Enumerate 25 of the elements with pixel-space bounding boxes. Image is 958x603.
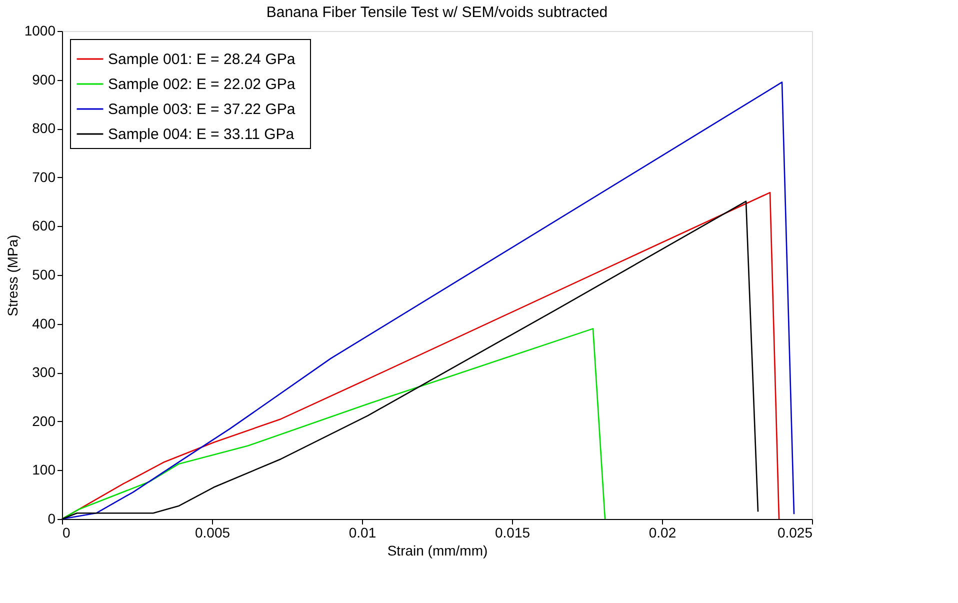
legend-label: Sample 003: E = 37.22 GPa <box>108 101 296 118</box>
x-axis-title: Strain (mm/mm) <box>387 542 488 558</box>
legend-label: Sample 004: E = 33.11 GPa <box>108 126 295 143</box>
y-tick-label: 700 <box>32 168 56 185</box>
y-tick-label: 600 <box>32 218 56 234</box>
y-tick-label: 0 <box>48 510 56 526</box>
line-series <box>61 328 606 520</box>
y-tick-label: 900 <box>32 71 56 88</box>
chart-title: Banana Fiber Tensile Test w/ SEM/voids subtracted <box>266 4 608 21</box>
y-tick-label: 800 <box>32 120 56 136</box>
x-tick-label: 0.025 <box>777 524 813 540</box>
y-tick-label: 500 <box>32 266 56 282</box>
legend-label: Sample 001: E = 28.24 GPa <box>108 51 296 68</box>
y-tick-label: 100 <box>32 462 56 478</box>
y-axis-title: Stress (MPa) <box>4 234 20 316</box>
x-tick-label: 0.005 <box>194 524 230 540</box>
x-tick-label: 0.01 <box>348 524 376 540</box>
y-tick-label: 1000 <box>24 22 56 38</box>
y-tick-label: 300 <box>32 364 56 380</box>
x-tick-label: 0.015 <box>494 524 530 540</box>
x-tick-label: 0 <box>62 524 70 540</box>
x-tick-label: 0.02 <box>648 524 676 540</box>
legend-label: Sample 002: E = 22.02 GPa <box>108 76 296 93</box>
y-tick-label: 400 <box>32 315 56 332</box>
y-tick-label: 200 <box>32 412 56 429</box>
